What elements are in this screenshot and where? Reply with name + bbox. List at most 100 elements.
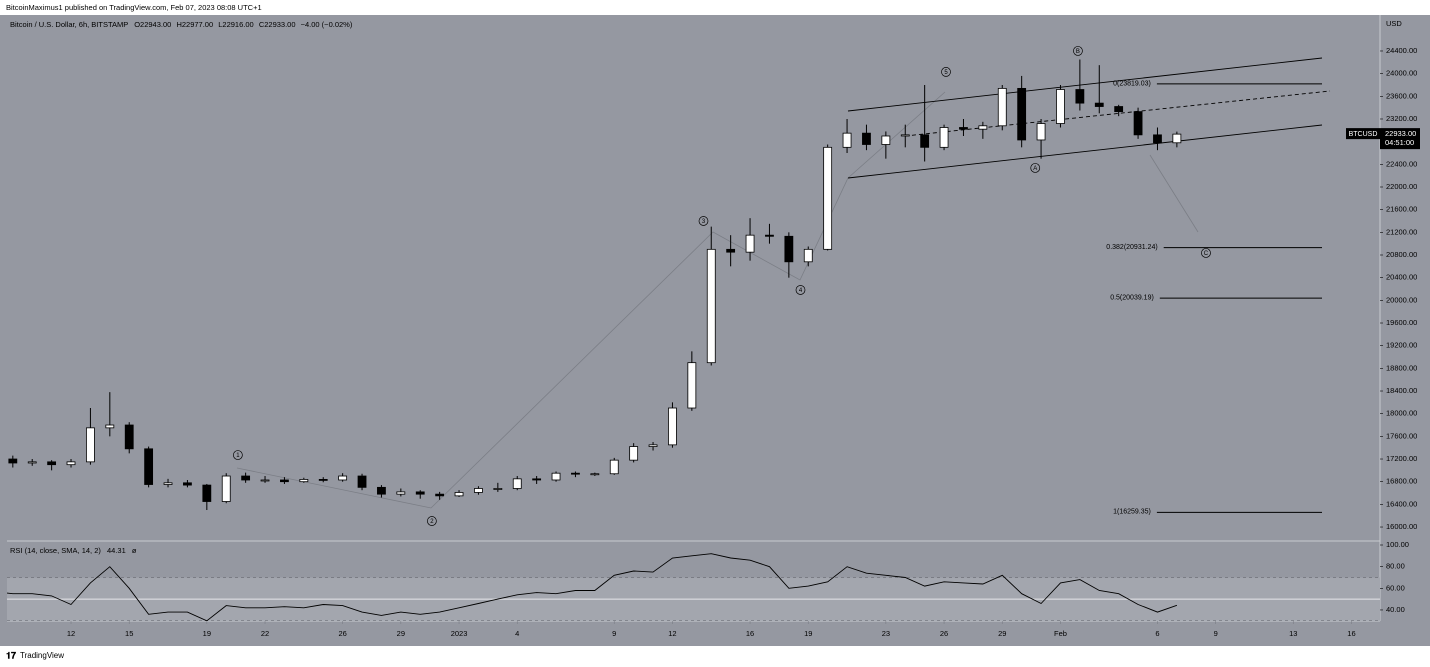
ohlc-value: 22933.00 xyxy=(264,20,295,29)
wave-lines xyxy=(236,91,1199,509)
channel-lower xyxy=(847,124,1323,179)
x-tick-label: 29 xyxy=(397,629,405,638)
candle-body xyxy=(997,87,1007,127)
y-tick-label: 24400.00 xyxy=(1386,46,1417,55)
y-tick-label: 19200.00 xyxy=(1386,341,1417,350)
wave-label: 2 xyxy=(430,519,434,525)
ohlc-value: 22943.00 xyxy=(140,20,171,29)
ohlc-value: 22916.00 xyxy=(222,20,253,29)
channel-middle xyxy=(904,90,1331,137)
y-tick-label: 17600.00 xyxy=(1386,431,1417,440)
candle-body xyxy=(687,362,697,409)
symbol-tag: BTCUSD xyxy=(1349,131,1378,138)
candle-body xyxy=(1133,111,1143,136)
candle-body xyxy=(706,248,716,364)
rsi-value: 44.31 xyxy=(107,546,126,555)
published-note: BitcoinMaximus1 published on TradingView… xyxy=(6,3,262,12)
wave-marker xyxy=(795,285,806,295)
y-tick-label: 24000.00 xyxy=(1386,69,1417,78)
candle-body xyxy=(241,475,251,481)
x-tick-label: 12 xyxy=(668,629,676,638)
wave-label: A xyxy=(1033,166,1037,172)
change: −4.00 (−0.02%) xyxy=(301,20,353,29)
candle-body xyxy=(1114,106,1124,113)
candle-body xyxy=(66,461,76,466)
candle-body xyxy=(1056,89,1065,124)
candle-body xyxy=(474,488,483,493)
candle-body xyxy=(105,424,115,429)
wave-marker xyxy=(427,516,437,526)
x-tick-label: 4 xyxy=(515,629,519,638)
candle-body xyxy=(163,482,173,485)
y-tick-label: 19600.00 xyxy=(1386,318,1417,327)
y-tick-label: 22400.00 xyxy=(1386,159,1417,168)
x-tick-label: 19 xyxy=(203,629,211,638)
x-tick-label: 2023 xyxy=(451,629,468,638)
fib-label: 0.5(20039.19) xyxy=(1110,294,1154,301)
y-tick-label: 80.00 xyxy=(1386,562,1405,571)
ohlc-key: L xyxy=(218,20,222,29)
candle-body xyxy=(920,134,930,148)
candle-body xyxy=(532,478,542,481)
candle-body xyxy=(551,472,561,481)
candle-body xyxy=(1017,87,1027,141)
candle-body xyxy=(280,479,289,483)
x-tick-label: 16 xyxy=(1347,629,1355,638)
candle-body xyxy=(668,407,677,446)
symbol-name: Bitcoin / U.S. Dollar, 6h, BITSTAMP xyxy=(10,20,128,29)
candle-body xyxy=(493,488,503,490)
symbol-tag-box xyxy=(1346,128,1380,140)
wave-path xyxy=(1149,154,1199,233)
rsi-header: RSI (14, close, SMA, 14, 2) 44.31 ø xyxy=(10,546,137,555)
candle-body xyxy=(221,475,231,502)
candle-body xyxy=(202,484,212,502)
candle-body xyxy=(299,479,309,483)
candle-body xyxy=(318,479,328,481)
candle-body xyxy=(357,475,367,488)
candle-body xyxy=(881,135,891,145)
y-tick-label: 23200.00 xyxy=(1386,114,1417,123)
x-tick-label: 16 xyxy=(746,629,754,638)
ohlc-key: H xyxy=(176,20,181,29)
x-tick-label: 29 xyxy=(998,629,1006,638)
candle-body xyxy=(959,127,968,130)
candle-body xyxy=(862,132,871,145)
y-tick-label: 20000.00 xyxy=(1386,295,1417,304)
x-tick-label: 6 xyxy=(1155,629,1159,638)
candle-body xyxy=(260,479,270,482)
x-tick-label: 9 xyxy=(612,629,616,638)
candle-body xyxy=(590,473,600,476)
candle-body xyxy=(1036,123,1046,141)
candle-body xyxy=(183,482,192,486)
x-tick-label: 9 xyxy=(1214,629,1218,638)
wave-marker xyxy=(233,450,243,460)
candle-body xyxy=(1075,89,1085,104)
settings-icon: ø xyxy=(132,546,137,555)
candle-body xyxy=(726,248,736,253)
y-tick-label: 40.00 xyxy=(1386,605,1405,614)
overlay: 16000.00 16400.00 16800.00 17200.00 17600.00… xyxy=(67,46,1420,638)
currency: USD xyxy=(1386,19,1402,28)
candle-body xyxy=(512,478,522,489)
fib-label: 0(23819.03) xyxy=(1113,80,1151,87)
candle-body xyxy=(609,459,619,475)
y-tick-label: 16000.00 xyxy=(1386,522,1417,531)
candle-body xyxy=(47,461,57,466)
wave-label: 3 xyxy=(702,219,706,225)
last-price-box xyxy=(1380,128,1420,150)
y-tick-label: 20400.00 xyxy=(1386,273,1417,282)
x-tick-label: 22 xyxy=(261,629,269,638)
footer-logo: 𝟏𝟕 xyxy=(6,650,16,660)
countdown: 04:51:00 xyxy=(1385,138,1414,147)
y-tick-label: 60.00 xyxy=(1386,583,1405,592)
fib-label: 0.382(20931.24) xyxy=(1106,244,1157,251)
y-tick-label: 17200.00 xyxy=(1386,454,1417,463)
candle-body xyxy=(1094,102,1104,107)
logo-mark: 𝟏𝟕 xyxy=(6,650,16,660)
y-tick-label: 16800.00 xyxy=(1386,477,1417,486)
wave-marker xyxy=(1073,46,1083,56)
last-price: 22933.00 xyxy=(1385,129,1416,138)
y-tick-label: 18800.00 xyxy=(1386,363,1417,372)
price-pane xyxy=(8,59,1182,511)
